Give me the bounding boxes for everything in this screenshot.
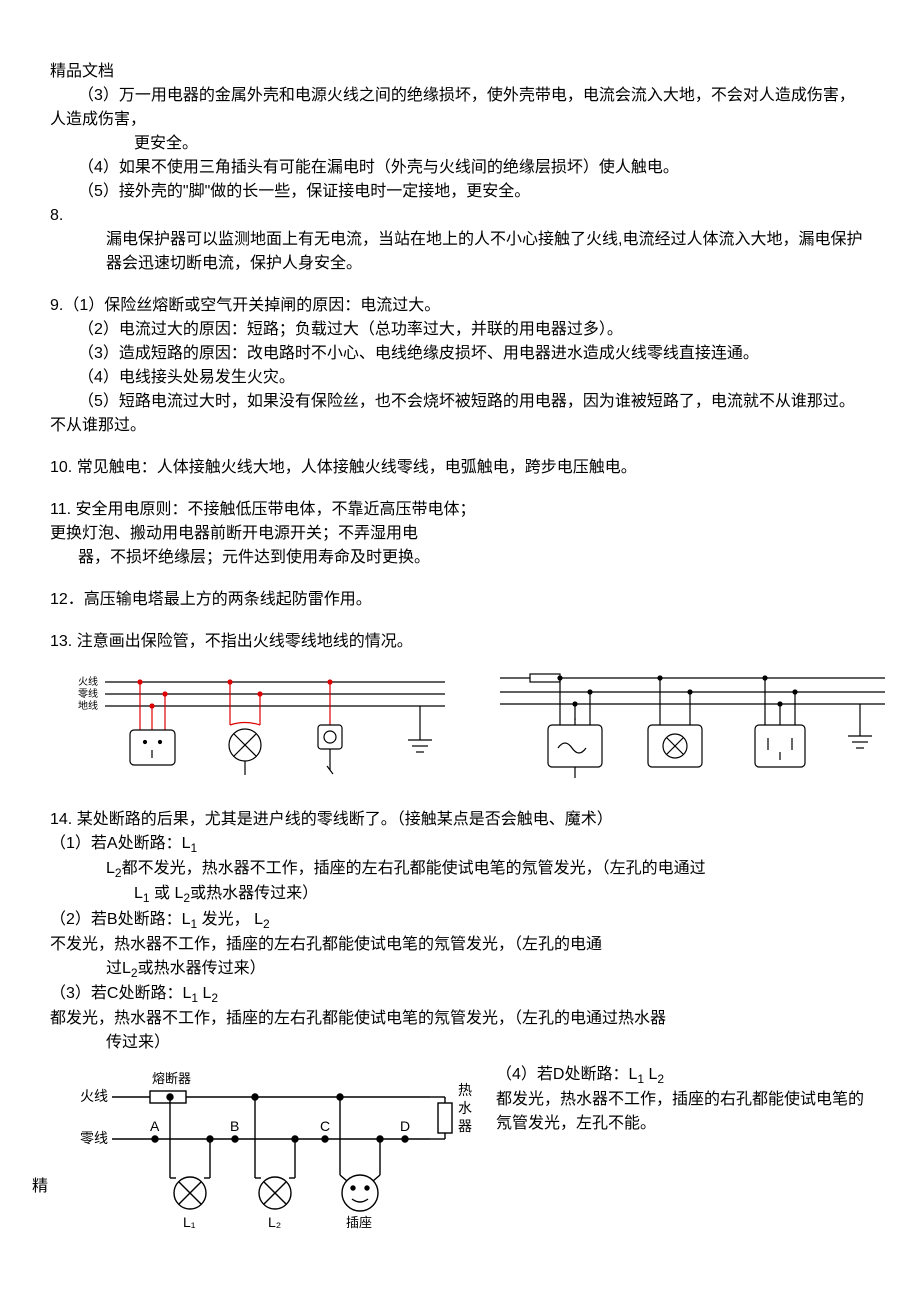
para-8-num: 8. [50, 204, 870, 228]
sub: 2 [211, 991, 218, 1005]
svg-text:插座: 插座 [346, 1215, 372, 1230]
para-14-5a: 都发光，热水器不工作，插座的左右孔都能使试电笔的氖管发光，（左孔的电通过热水器 [50, 1007, 870, 1031]
label-huo: 火线 [78, 675, 98, 688]
svg-text:D: D [400, 1118, 410, 1134]
para-wrap: 人造成伤害， [50, 108, 870, 132]
circuit-diagram-3: 精 火线 熔断器 零线 A B C D [50, 1063, 480, 1233]
svg-text:A: A [150, 1118, 160, 1134]
para-11b: 更换灯泡、搬动用电器前断开电源开关；不弄湿用电 [50, 522, 870, 546]
circuit-diagram-1: 火线 零线 地线 [50, 670, 450, 790]
para-7-4: （4）如果不使用三角插头有可能在漏电时（外壳与火线间的绝缘层损坏）使人触电。 [50, 156, 870, 180]
text: 都不发光，热水器不工作，插座的左右孔都能使试电笔的氖管发光，（左孔的电通过 [122, 860, 706, 877]
text: L [134, 885, 143, 902]
para-10: 10. 常见触电：人体接触火线大地，人体接触火线零线，电弧触电，跨步电压触电。 [50, 456, 870, 480]
para-11c: 器，不损坏绝缘层；元件达到使用寿命及时更换。 [50, 546, 870, 570]
para-8-body: 漏电保护器可以监测地面上有无电流，当站在地上的人不小心接触了火线,电流经过人体流… [50, 228, 870, 276]
svg-text:L₂: L₂ [268, 1214, 281, 1230]
sub: 2 [131, 966, 138, 980]
text: 或 L [150, 885, 184, 902]
sub: 2 [657, 1072, 664, 1086]
text: （3）若C处断路：L [50, 985, 191, 1002]
bottom-row: 精 火线 熔断器 零线 A B C D [50, 1063, 870, 1233]
para-14-5b: 传过来） [50, 1031, 870, 1055]
svg-text:器: 器 [458, 1118, 472, 1134]
para-12: 12．高压输电塔最上方的两条线起防雷作用。 [50, 588, 870, 612]
label-di: 地线 [78, 699, 98, 712]
svg-text:水: 水 [458, 1100, 472, 1116]
svg-text:熔断器: 熔断器 [152, 1071, 191, 1086]
circuit-diagram-2 [490, 670, 890, 790]
text: （3）万一用电器的金属外壳和电源火线之间的绝缘损坏，使外壳带电，电流会流入大地，… [78, 87, 855, 104]
sub: 1 [190, 841, 197, 855]
para-9-5-wrap: 不从谁那过。 [50, 414, 870, 438]
text: L [106, 860, 115, 877]
text: 或热水器传过来） [138, 960, 266, 977]
para-9-4: （4）电线接头处易发生火灾。 [50, 366, 870, 390]
text: 或热水器传过来） [190, 885, 318, 902]
para-14-1d: L1 或 L2或热水器传过来） [50, 882, 870, 907]
text: （1）若A处断路：L [50, 835, 190, 852]
footer-marker: 精 [32, 1175, 48, 1199]
doc-header: 精品文档 [50, 60, 870, 84]
text: 发光， L [197, 911, 263, 928]
para-7-3b: 更安全。 [50, 132, 870, 156]
para-14-1b: L2都不发光，热水器不工作，插座的左右孔都能使试电笔的氖管发光，（左孔的电通过 [50, 857, 870, 882]
para-9-2: （2）电流过大的原因：短路；负载过大（总功率过大，并联的用电器过多）。 [50, 318, 870, 342]
text: L [644, 1066, 657, 1083]
text: 过L [106, 960, 131, 977]
text: （5）短路电流过大时，如果没有保险丝，也不会烧坏被短路的用电器，因为谁被短路了，… [78, 393, 855, 410]
text: 人造成伤害， [50, 111, 146, 128]
para-14-7: 都发光，热水器不工作，插座的右孔都能使试电笔的氖管发光，左孔不能。 [496, 1088, 870, 1136]
sub: 2 [263, 917, 270, 931]
para-11a: 11. 安全用电原则：不接触低压带电体，不靠近高压带电体； [50, 498, 870, 522]
para-14-2: （2）若B处断路：L1 发光， L2 [50, 908, 870, 933]
svg-text:热: 热 [458, 1082, 472, 1098]
svg-text:B: B [230, 1118, 239, 1134]
svg-text:C: C [320, 1118, 330, 1134]
para-14-head: 14. 某处断路的后果，尤其是进户线的零线断了。（接触某点是否会触电、魔术） [50, 808, 870, 832]
sub: 1 [143, 892, 150, 906]
svg-text:L₁: L₁ [183, 1214, 196, 1230]
para-7-5: （5）接外壳的"脚"做的长一些，保证接电时一定接地，更安全。 [50, 180, 870, 204]
para-9-3: （3）造成短路的原因：改电路时不小心、电线绝缘皮损坏、用电器进水造成火线零线直接… [50, 342, 870, 366]
sub: 2 [115, 866, 122, 880]
svg-text:火线: 火线 [80, 1088, 108, 1104]
para-14-3a: 不发光，热水器不工作，插座的左右孔都能使试电笔的氖管发光，（左孔的电通 [50, 933, 870, 957]
para-9-5: （5）短路电流过大时，如果没有保险丝，也不会烧坏被短路的用电器，因为谁被短路了，… [78, 390, 870, 414]
para-9-1: 9.（1）保险丝熔断或空气开关掉闸的原因：电流过大。 [50, 294, 870, 318]
diagram-row-1: 火线 零线 地线 [50, 670, 870, 790]
para-7-3: （3）万一用电器的金属外壳和电源火线之间的绝缘损坏，使外壳带电，电流会流入大地，… [78, 84, 870, 108]
para-13: 13. 注意画出保险管，不指出火线零线地线的情况。 [50, 630, 870, 654]
para-14-6: （4）若D处断路：L1 L2 [496, 1063, 870, 1088]
text: （2）若B处断路：L [50, 911, 190, 928]
svg-text:零线: 零线 [80, 1130, 108, 1146]
para-14-1: （1）若A处断路：L1 [50, 832, 870, 857]
label-ling: 零线 [78, 687, 98, 700]
para-14-3b: 过L2或热水器传过来） [50, 957, 870, 982]
text: L [198, 985, 211, 1002]
text: （4）若D处断路：L [496, 1066, 637, 1083]
para-14-4: （3）若C处断路：L1 L2 [50, 982, 870, 1007]
para-14-right: （4）若D处断路：L1 L2 都发光，热水器不工作，插座的右孔都能使试电笔的氖管… [496, 1063, 870, 1136]
